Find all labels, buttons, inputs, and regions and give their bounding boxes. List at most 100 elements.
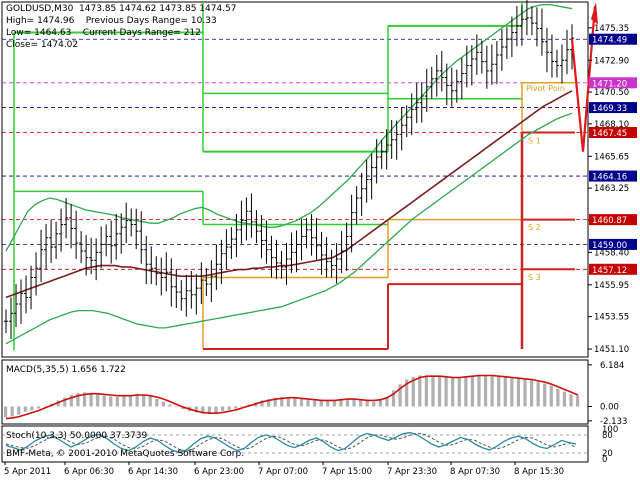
price-label-box (589, 263, 637, 275)
price-tick-label: 1468.10 (594, 120, 629, 130)
price-bar (229, 227, 234, 259)
price-bar (129, 208, 134, 237)
price-bar (334, 243, 339, 284)
stoch-tick-label: 0 (602, 455, 607, 465)
price-bar (404, 105, 409, 138)
price-bar (84, 235, 89, 276)
price-label-text: 1459.00 (592, 241, 627, 251)
macd-histogram-bar (437, 376, 442, 407)
macd-histogram-bar (174, 406, 179, 408)
stoch-tick-label: 100 (602, 425, 618, 435)
macd-histogram-bar (529, 380, 534, 407)
macd-histogram-bar (234, 406, 238, 409)
price-bar (9, 297, 14, 340)
price-label-text: 1460.87 (592, 216, 627, 226)
price-bar (269, 235, 274, 278)
price-bar (29, 265, 34, 310)
price-tick-label: 1470.50 (594, 88, 629, 98)
macd-histogram-bar (207, 406, 212, 414)
macd-histogram-bar (227, 406, 231, 410)
price-bar (49, 219, 54, 263)
macd-histogram-bar (391, 390, 396, 407)
price-bar (439, 51, 444, 92)
price-bar (344, 222, 349, 271)
macd-histogram-bar (556, 388, 560, 407)
stoch-title: Stoch(10,3,3) 50.0000 37.3739 (6, 431, 148, 441)
macd-histogram-bar (319, 401, 323, 407)
price-label-box (589, 214, 637, 226)
price-tick-label: 1451.10 (594, 345, 629, 355)
price-bar (394, 120, 399, 160)
macd-histogram-bar (470, 375, 475, 407)
macd-histogram-bar (477, 374, 481, 407)
prev-range-readout: Previous Days Range= 10.33 (85, 16, 217, 26)
price-bar (444, 63, 449, 106)
macd-histogram-bar (96, 394, 100, 407)
macd-histogram-bar (313, 400, 317, 407)
stoch-tick-label: 20 (602, 449, 613, 459)
forecast-arrow-path (570, 5, 597, 152)
close-readout: Close= 1474.02 (6, 40, 79, 50)
price-tick-label: 1458.40 (594, 248, 629, 258)
macd-histogram-bar (56, 400, 60, 407)
price-bar (289, 232, 294, 273)
high-readout: High= 1474.96 (6, 16, 75, 26)
price-label-text: 1464.16 (592, 173, 627, 183)
price-bar (359, 172, 364, 216)
price-bar (349, 194, 354, 253)
price-bar (254, 209, 259, 244)
price-bar (199, 262, 204, 305)
price-bar (529, 5, 534, 36)
macd-histogram-bar (543, 383, 547, 407)
price-bar (114, 213, 119, 260)
price-bar (104, 224, 109, 257)
macd-histogram-bar (385, 397, 389, 407)
price-bar (399, 107, 404, 151)
price-bar (469, 45, 474, 86)
price-bar (204, 268, 209, 297)
price-bar (304, 217, 309, 249)
price-tick-label: 1453.55 (594, 313, 629, 323)
price-bar (354, 186, 359, 225)
time-tick-label: 8 Apr 15:30 (514, 467, 564, 477)
price-tick-label: 1465.65 (594, 152, 629, 162)
s1-label: S 1 (528, 137, 541, 146)
price-label-text: 1457.12 (592, 266, 627, 276)
price-bar (479, 40, 484, 74)
price-bar (539, 8, 544, 56)
price-bar (149, 246, 154, 285)
macd-histogram-bar (576, 395, 580, 407)
ohlc-readout: 1473.85 1474.62 1473.85 1474.57 (79, 4, 237, 14)
macd-histogram-bar (69, 395, 73, 407)
price-bar (214, 244, 219, 291)
macd-histogram-bar (286, 397, 290, 407)
macd-histogram-bar (411, 376, 415, 407)
price-bar (434, 54, 439, 97)
price-bar (504, 27, 509, 59)
macd-histogram-bar (128, 395, 133, 407)
stoch-panel-frame (1, 425, 589, 463)
price-bar (54, 221, 59, 259)
price-bar (69, 204, 74, 249)
time-tick-label: 7 Apr 07:00 (258, 467, 308, 477)
price-bar (294, 230, 299, 273)
macd-histogram-bar (549, 385, 553, 407)
macd-histogram-bar (523, 379, 527, 407)
price-bar (314, 217, 319, 260)
price-label-box (589, 126, 637, 138)
macd-histogram-bar (483, 375, 488, 407)
price-bar (144, 235, 149, 285)
price-bar (369, 153, 374, 200)
price-bar (509, 16, 514, 57)
price-bar (14, 284, 19, 328)
price-bar (159, 257, 164, 296)
macd-histogram-bar (194, 406, 198, 413)
price-bar (549, 34, 554, 78)
price-label-box (589, 77, 637, 89)
macd-histogram-bar (497, 376, 501, 407)
price-bar (319, 231, 324, 275)
price-bar (19, 279, 24, 324)
macd-histogram-bar (201, 406, 205, 414)
macd-histogram-bar (332, 399, 336, 407)
